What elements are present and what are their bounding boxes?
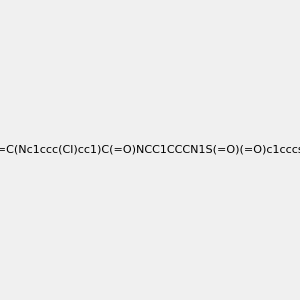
Text: O=C(Nc1ccc(Cl)cc1)C(=O)NCC1CCCN1S(=O)(=O)c1cccs1: O=C(Nc1ccc(Cl)cc1)C(=O)NCC1CCCN1S(=O)(=O… xyxy=(0,145,300,155)
